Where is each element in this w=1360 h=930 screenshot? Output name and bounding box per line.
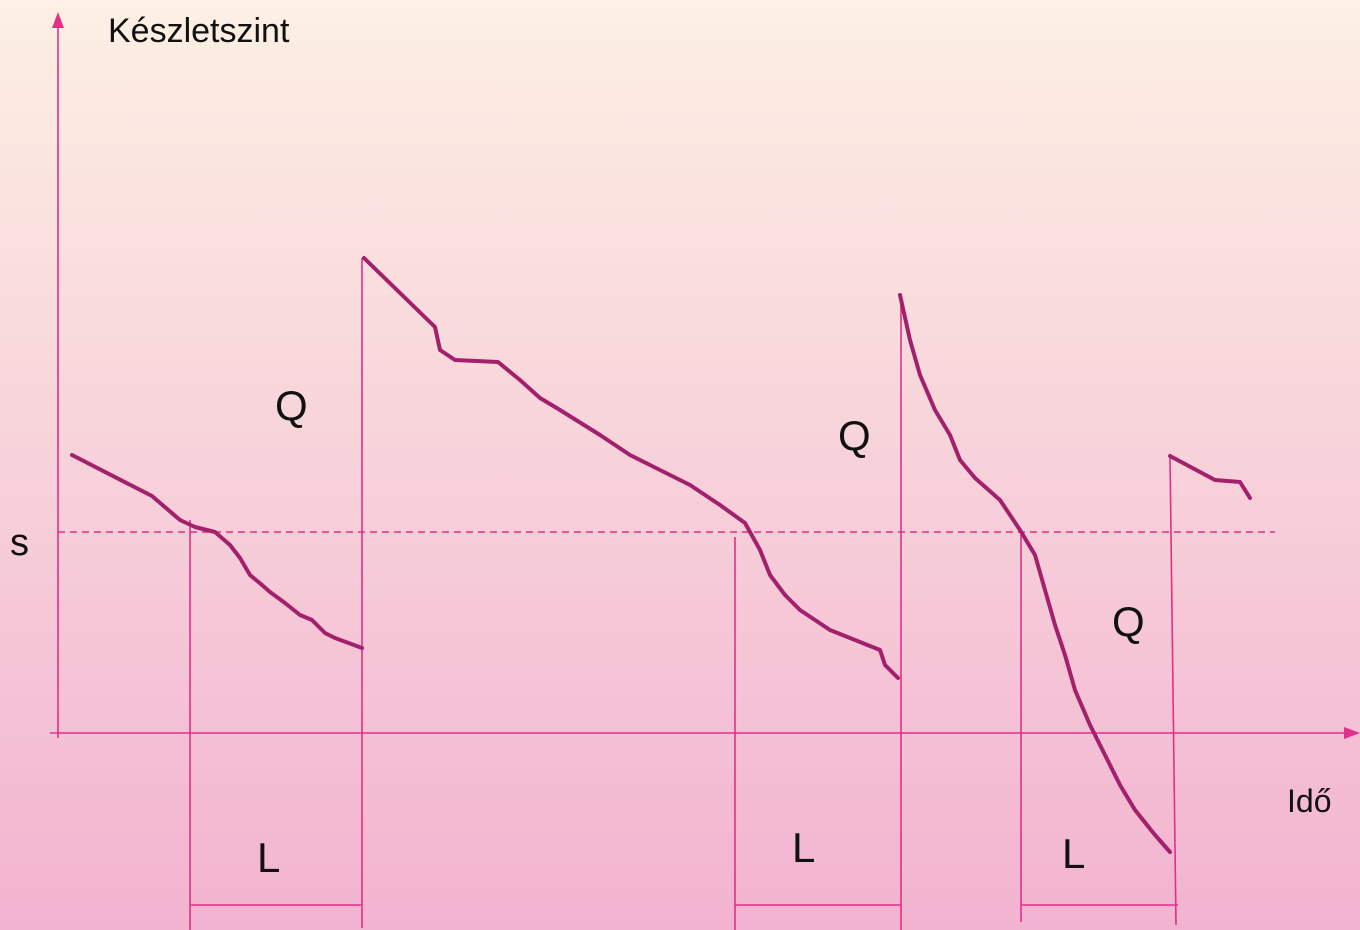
inventory-curve — [362, 256, 900, 680]
x-axis-label: Idő — [1287, 783, 1331, 819]
inventory-curve — [70, 453, 364, 650]
reorder-level-label: s — [10, 522, 29, 564]
lead-time-label: L — [257, 834, 280, 881]
quantity-label: Q — [275, 382, 308, 429]
quantity-label: Q — [1112, 598, 1145, 645]
y-axis-arrow — [52, 12, 64, 28]
x-axis-arrow — [1344, 727, 1360, 739]
y-axis-label: Készletszint — [108, 12, 290, 50]
quantity-label: Q — [838, 412, 871, 459]
inventory-curve — [898, 293, 1172, 854]
lead-time-label: L — [792, 824, 815, 871]
lead-time-label: L — [1062, 830, 1085, 877]
delivery-line — [1169, 455, 1177, 926]
inventory-curve — [1168, 454, 1252, 500]
